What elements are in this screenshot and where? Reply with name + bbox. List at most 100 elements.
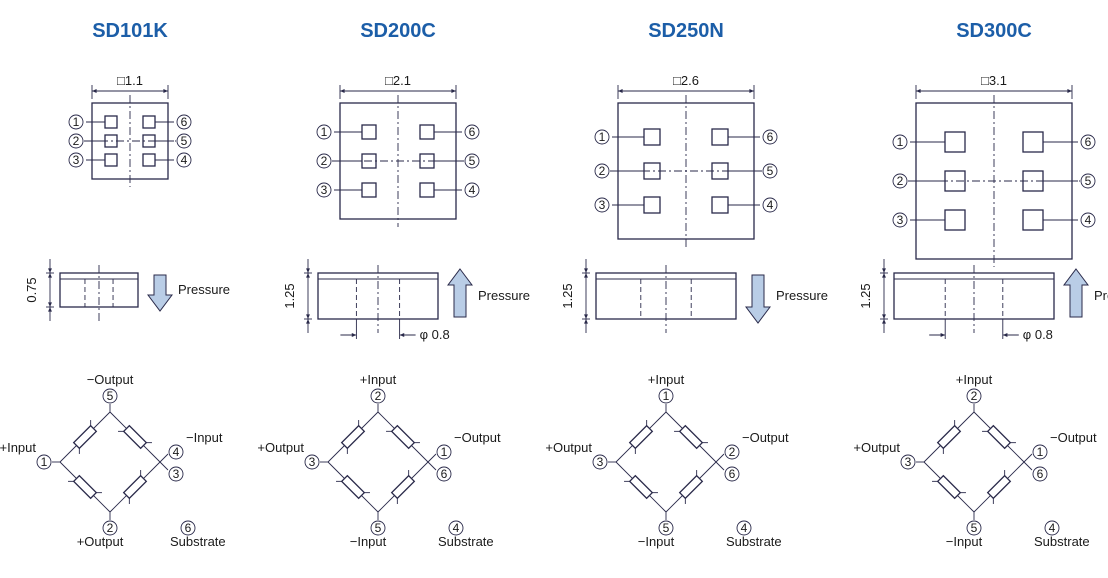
svg-text:2: 2: [375, 389, 382, 403]
svg-text:4: 4: [741, 521, 748, 535]
svg-text:□3.1: □3.1: [981, 73, 1007, 88]
svg-text:φ 0.8: φ 0.8: [1023, 327, 1053, 342]
svg-text:□1.1: □1.1: [117, 73, 143, 88]
svg-text:2: 2: [729, 445, 736, 459]
panel-sd250n: SD250N □2.6162534 1.25Pressure 1+Input5−…: [546, 20, 826, 557]
svg-text:Pressure: Pressure: [178, 282, 230, 297]
svg-text:2: 2: [107, 521, 114, 535]
svg-text:2: 2: [897, 174, 904, 188]
title: SD101K: [92, 20, 168, 43]
svg-text:5: 5: [107, 389, 114, 403]
title: SD300C: [956, 20, 1032, 43]
svg-text:3: 3: [897, 213, 904, 227]
svg-text:−Input: −Input: [186, 430, 223, 445]
side-view: 1.25 φ 0.8 Pressure: [844, 239, 1108, 359]
top-view: □1.1162534: [10, 61, 250, 231]
svg-text:+Input: +Input: [648, 372, 685, 387]
svg-text:−Output: −Output: [1050, 430, 1097, 445]
svg-text:Pressure: Pressure: [1094, 288, 1108, 303]
svg-text:1: 1: [321, 125, 328, 139]
datasheet-diagrams: SD101K □1.1 1 6 2 5 3 4 0.75 Pressure 5 −Output 2…: [10, 20, 1090, 557]
svg-text:2: 2: [321, 154, 328, 168]
svg-text:−Input: −Input: [946, 534, 983, 549]
svg-text:4: 4: [469, 183, 476, 197]
svg-text:1.25: 1.25: [560, 283, 575, 308]
svg-text:Substrate: Substrate: [170, 534, 226, 549]
svg-text:□2.1: □2.1: [385, 73, 411, 88]
svg-text:1: 1: [73, 115, 80, 129]
svg-text:□2.6: □2.6: [673, 73, 699, 88]
side-view: 1.25 Pressure: [546, 239, 826, 359]
svg-text:1: 1: [663, 389, 670, 403]
svg-text:2: 2: [971, 389, 978, 403]
bridge-circuit: 1 +Input 5−Input 3 +Output 2 6 −Output 4Substrat…: [546, 367, 826, 557]
svg-text:+Input: +Input: [360, 372, 397, 387]
svg-text:3: 3: [599, 198, 606, 212]
svg-text:5: 5: [971, 521, 978, 535]
svg-text:5: 5: [663, 521, 670, 535]
bridge-circuit: 2+Input5−Input3+Output16−Output4Substrat…: [268, 367, 528, 557]
top-view: □2.6 1 6 2 5 3 4: [546, 61, 826, 231]
svg-text:−Input: −Input: [350, 534, 387, 549]
svg-text:4: 4: [453, 521, 460, 535]
svg-text:Substrate: Substrate: [1034, 534, 1090, 549]
svg-text:Pressure: Pressure: [478, 288, 530, 303]
svg-text:5: 5: [1085, 174, 1092, 188]
svg-text:4: 4: [767, 198, 774, 212]
svg-text:1.25: 1.25: [858, 283, 873, 308]
svg-text:Substrate: Substrate: [438, 534, 494, 549]
svg-text:3: 3: [73, 153, 80, 167]
svg-text:5: 5: [469, 154, 476, 168]
svg-text:3: 3: [321, 183, 328, 197]
svg-text:2: 2: [73, 134, 80, 148]
svg-text:6: 6: [181, 115, 188, 129]
svg-text:3: 3: [597, 455, 604, 469]
svg-text:6: 6: [469, 125, 476, 139]
svg-text:1: 1: [897, 135, 904, 149]
svg-text:5: 5: [375, 521, 382, 535]
title: SD200C: [360, 20, 436, 43]
top-view: □2.1 1 6 2 5 3 4: [268, 61, 528, 231]
bridge-circuit: 5−Output2+Output1+Input43−Input6Substrat…: [10, 367, 250, 557]
svg-text:+Output: +Output: [257, 440, 304, 455]
title: SD250N: [648, 20, 724, 43]
svg-text:−Output: −Output: [742, 430, 789, 445]
svg-text:−Output: −Output: [454, 430, 501, 445]
svg-text:6: 6: [729, 467, 736, 481]
svg-text:−Output: −Output: [87, 372, 134, 387]
svg-text:6: 6: [441, 467, 448, 481]
svg-text:3: 3: [905, 455, 912, 469]
svg-text:+Output: +Output: [853, 440, 900, 455]
svg-text:1: 1: [599, 130, 606, 144]
svg-text:+Output: +Output: [545, 440, 592, 455]
svg-text:+Output: +Output: [77, 534, 124, 549]
svg-text:0.75: 0.75: [24, 277, 39, 302]
panel-sd300c: SD300C □3.1 1 6 2 5 3 4 1.25 φ 0.8 Pressure 2 +In…: [844, 20, 1108, 557]
svg-text:4: 4: [1049, 521, 1056, 535]
svg-text:4: 4: [1085, 213, 1092, 227]
svg-text:6: 6: [767, 130, 774, 144]
svg-text:3: 3: [173, 467, 180, 481]
svg-text:−Input: −Input: [638, 534, 675, 549]
svg-text:1: 1: [441, 445, 448, 459]
svg-text:Substrate: Substrate: [726, 534, 782, 549]
svg-text:φ 0.8: φ 0.8: [420, 327, 450, 342]
svg-text:6: 6: [1085, 135, 1092, 149]
svg-text:+Input: +Input: [956, 372, 993, 387]
svg-text:2: 2: [599, 164, 606, 178]
svg-text:Pressure: Pressure: [776, 288, 828, 303]
svg-text:6: 6: [1037, 467, 1044, 481]
svg-text:+Input: +Input: [0, 440, 36, 455]
top-view: □3.1 1 6 2 5 3 4: [844, 61, 1108, 231]
svg-text:1: 1: [1037, 445, 1044, 459]
side-view: 0.75 Pressure: [10, 239, 250, 359]
side-view: 1.25 φ 0.8 Pressure: [268, 239, 528, 359]
svg-text:4: 4: [173, 445, 180, 459]
panel-sd101k: SD101K □1.1162534 0.75Pressure 5−Output2…: [10, 20, 250, 557]
svg-text:1: 1: [41, 455, 48, 469]
svg-text:1.25: 1.25: [282, 283, 297, 308]
svg-text:4: 4: [181, 153, 188, 167]
bridge-circuit: 2 +Input 5−Input 3 +Output 1 6 −Output 4Substrat…: [844, 367, 1108, 557]
svg-text:5: 5: [767, 164, 774, 178]
panel-sd200c: SD200C □2.1 1 6 2 5 3 4 1.25 φ 0.8 Pressure 2 +In…: [268, 20, 528, 557]
